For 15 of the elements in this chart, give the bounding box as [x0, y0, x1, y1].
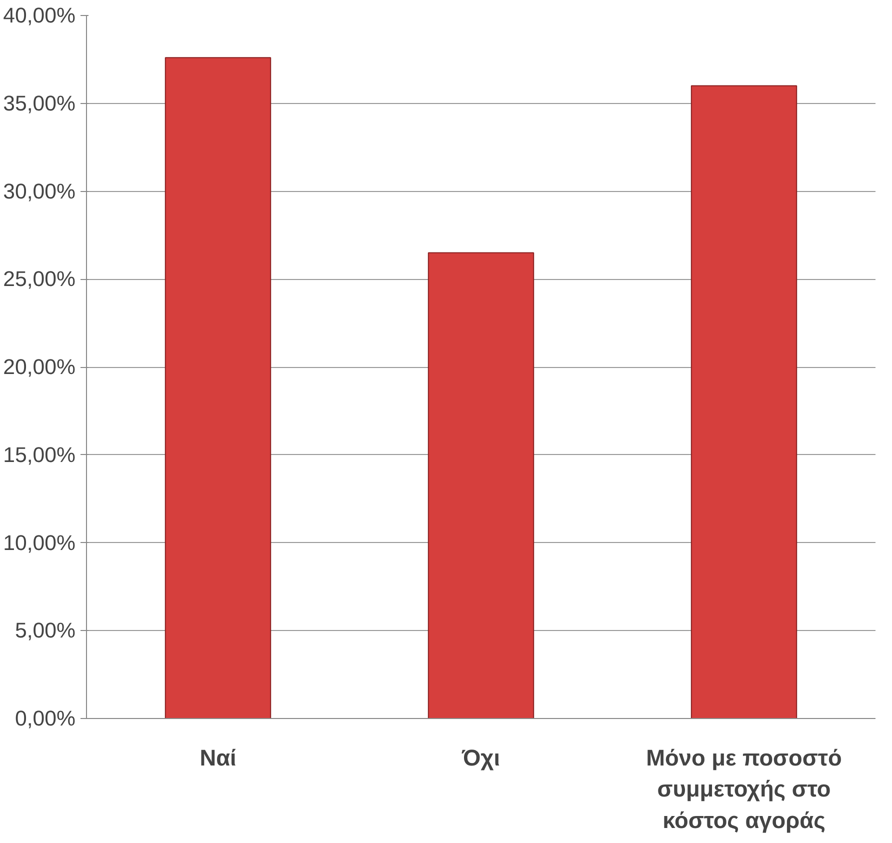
bar [690, 85, 798, 718]
bar [164, 57, 272, 718]
y-tick-label: 10,00% [3, 530, 76, 555]
y-tick-label: 25,00% [3, 267, 76, 292]
y-tick-label: 35,00% [3, 91, 76, 116]
x-tick-label: Ναί [200, 744, 236, 770]
y-tick-label: 30,00% [3, 179, 76, 204]
x-tick-label: Όχι [460, 744, 500, 770]
y-tick-label: 0,00% [15, 706, 76, 730]
y-tick-label: 15,00% [3, 442, 76, 467]
bar [428, 252, 534, 718]
y-tick-label: 5,00% [15, 618, 76, 643]
y-tick-label: 20,00% [3, 355, 76, 379]
x-tick-label: Μόνο με ποσοστό συμμετοχής στο κόστος αγοράς [646, 744, 842, 833]
y-tick-label: 40,00% [3, 4, 76, 28]
